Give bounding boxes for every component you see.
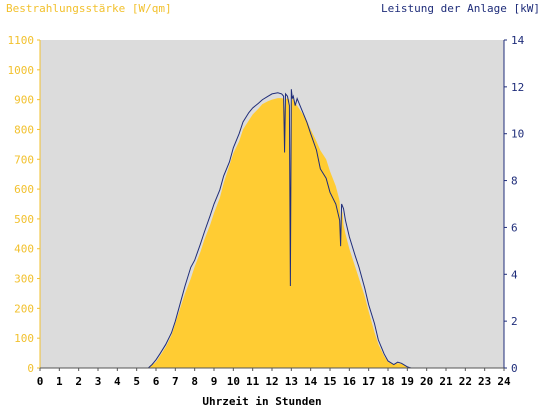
left-tick-label: 900 — [14, 94, 34, 107]
right-tick-label: 8 — [511, 175, 518, 188]
right-tick-label: 2 — [511, 315, 518, 328]
right-axis-title: Leistung der Anlage [kW] — [381, 2, 540, 15]
x-tick-label: 21 — [439, 375, 453, 388]
right-tick-label: 6 — [511, 221, 518, 234]
left-axis-title: Bestrahlungsstärke [W/qm] — [6, 2, 172, 15]
x-axis-title: Uhrzeit in Stunden — [202, 395, 321, 408]
left-tick-label: 700 — [14, 153, 34, 166]
left-tick-label: 200 — [14, 302, 34, 315]
x-tick-label: 15 — [323, 375, 336, 388]
x-tick-label: 17 — [362, 375, 375, 388]
left-tick-label: 800 — [14, 123, 34, 136]
x-tick-label: 12 — [265, 375, 278, 388]
right-tick-label: 12 — [511, 81, 524, 94]
x-tick-label: 5 — [133, 375, 140, 388]
left-tick-label: 400 — [14, 243, 34, 256]
left-tick-label: 500 — [14, 213, 34, 226]
x-tick-label: 0 — [37, 375, 44, 388]
x-tick-label: 10 — [227, 375, 240, 388]
irradiance-area — [40, 98, 504, 369]
x-tick-label: 14 — [304, 375, 318, 388]
left-tick-label: 100 — [14, 332, 34, 345]
right-tick-label: 10 — [511, 128, 524, 141]
left-tick-label: 1000 — [8, 64, 35, 77]
x-tick-label: 1 — [56, 375, 63, 388]
x-tick-label: 6 — [153, 375, 160, 388]
right-tick-label: 0 — [511, 362, 518, 375]
x-tick-label: 3 — [95, 375, 102, 388]
right-tick-labels: 0 2 4 6 8 10 12 14 — [504, 34, 525, 375]
left-tick-label: 0 — [27, 362, 34, 375]
x-tick-labels: 0 1 2 3 4 5 6 7 8 9 10 11 12 13 14 15 16 17 18 19 20 21 22 23 24 — [37, 368, 511, 388]
x-tick-label: 9 — [211, 375, 218, 388]
x-tick-label: 8 — [191, 375, 198, 388]
x-tick-label: 16 — [343, 375, 357, 388]
left-tick-label: 600 — [14, 183, 34, 196]
left-tick-labels: 0 100 200 300 400 500 600 700 800 900 1000 1100 — [8, 34, 40, 375]
x-tick-label: 2 — [75, 375, 82, 388]
right-tick-label: 14 — [511, 34, 525, 47]
left-tick-label: 1100 — [8, 34, 35, 47]
right-tick-label: 4 — [511, 268, 518, 281]
x-tick-label: 19 — [401, 375, 414, 388]
x-tick-label: 4 — [114, 375, 121, 388]
left-tick-label: 300 — [14, 273, 34, 286]
x-tick-label: 24 — [497, 375, 511, 388]
x-tick-label: 22 — [459, 375, 472, 388]
x-tick-label: 13 — [285, 375, 298, 388]
x-tick-label: 18 — [381, 375, 394, 388]
x-tick-label: 20 — [420, 375, 433, 388]
power-line — [40, 89, 504, 369]
x-tick-label: 7 — [172, 375, 179, 388]
x-tick-label: 11 — [246, 375, 260, 388]
x-tick-label: 23 — [478, 375, 491, 388]
